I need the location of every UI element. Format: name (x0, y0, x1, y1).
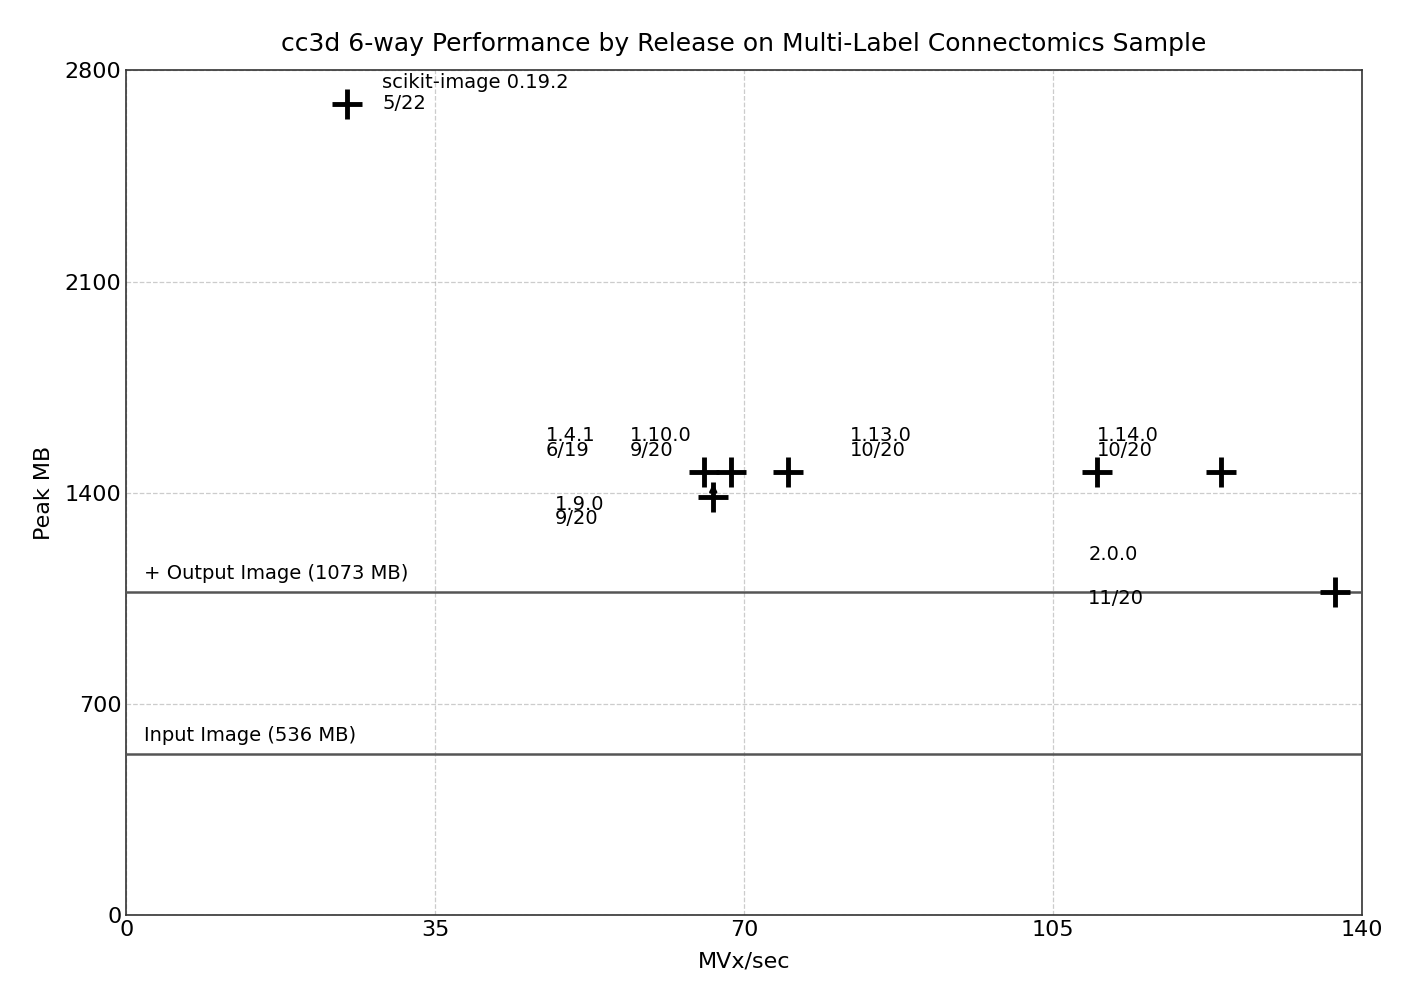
Text: Input Image (536 MB): Input Image (536 MB) (145, 726, 357, 745)
X-axis label: MVx/sec: MVx/sec (698, 952, 790, 972)
Text: 2.0.0: 2.0.0 (1088, 545, 1137, 564)
Text: 11/20: 11/20 (1088, 590, 1144, 609)
Text: 1.10.0: 1.10.0 (629, 426, 691, 445)
Text: 9/20: 9/20 (629, 441, 673, 460)
Text: 6/19: 6/19 (546, 441, 590, 460)
Text: 1.4.1: 1.4.1 (546, 426, 595, 445)
Text: scikit-image 0.19.2: scikit-image 0.19.2 (382, 72, 569, 92)
Text: 1.13.0: 1.13.0 (849, 426, 911, 445)
Y-axis label: Peak MB: Peak MB (34, 446, 53, 540)
Text: + Output Image (1073 MB): + Output Image (1073 MB) (145, 564, 409, 583)
Text: 10/20: 10/20 (849, 441, 906, 460)
Text: 5/22: 5/22 (382, 94, 427, 113)
Title: cc3d 6-way Performance by Release on Multi-Label Connectomics Sample: cc3d 6-way Performance by Release on Mul… (281, 32, 1207, 56)
Text: 9/20: 9/20 (555, 509, 598, 528)
Text: 1.14.0: 1.14.0 (1097, 426, 1158, 445)
Text: 10/20: 10/20 (1097, 441, 1153, 460)
Text: 1.9.0: 1.9.0 (555, 495, 604, 514)
